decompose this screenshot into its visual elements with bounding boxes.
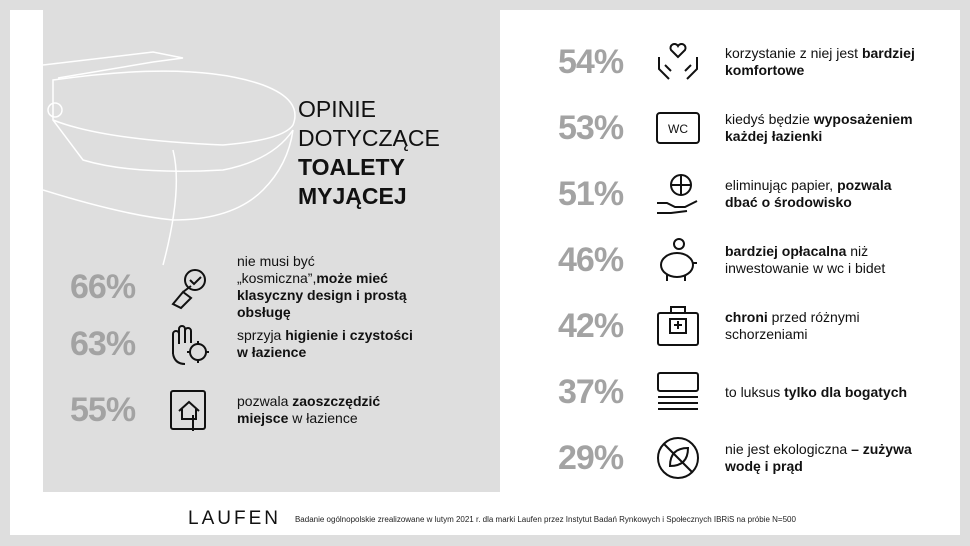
stat-text-regular: przed różnymi schorzeniami [725, 309, 860, 342]
stat-text-bold: bardziej opłacalna [725, 243, 847, 259]
stat-percent: 37% [558, 372, 624, 411]
stat-text: bardziej opłacalna niż inwestowanie w wc… [725, 243, 915, 277]
stat-percent: 54% [558, 42, 624, 81]
stat-item: 37% to luksus tylko dla bogatych [558, 367, 915, 417]
stat-item: 53% WC kiedyś będzie wyposażeniem każdej ł… [558, 103, 915, 153]
stat-text: eliminując papier, pozwala dbać o środow… [725, 177, 915, 211]
money-stack-icon [653, 367, 703, 417]
left-panel [43, 10, 500, 492]
stat-text-bold: bardziej komfortowe [725, 45, 915, 78]
hands-heart-icon [653, 37, 703, 87]
stat-text: kiedyś będzie wyposażeniem każdej łazien… [725, 111, 915, 145]
stat-percent: 46% [558, 240, 624, 279]
stat-text-bold: zaoszczędzić miejsce [237, 393, 381, 426]
stat-text-regular: niż inwestowanie w wc i bidet [725, 243, 886, 276]
infographic-card: OPINIE DOTYCZĄCE TOALETY MYJĄCEJ 66% nie … [10, 10, 960, 535]
hand-check-icon [165, 262, 215, 312]
no-leaf-icon [653, 433, 703, 483]
stat-text-regular: pozwala [237, 393, 293, 409]
stat-percent: 29% [558, 438, 624, 477]
stat-text-regular: korzystanie z niej jest [725, 45, 862, 61]
stat-text-regular: kiedyś będzie [725, 111, 814, 127]
stat-item: 29% nie jest ekologiczna – zużywa wodę i … [558, 433, 915, 483]
title-line: TOALETY [298, 154, 405, 180]
stat-text-regular: sprzyja [237, 327, 286, 343]
stat-text-regular: w łazience [288, 410, 358, 426]
stat-text-bold: – zużywa wodę i prąd [725, 441, 912, 474]
survey-note: Badanie ogólnopolskie zrealizowane w lut… [294, 514, 796, 524]
title-line: OPINIE [298, 96, 376, 122]
title-line: DOTYCZĄCE [298, 125, 440, 151]
stat-percent: 51% [558, 174, 624, 213]
stat-item: 66% nie musi być „kosmiczna”,może mieć kl… [70, 253, 417, 321]
footer: LAUFEN Badanie ogólnopolskie zrealizowan… [188, 508, 796, 530]
stat-item: 46% bardziej opłacalna niż inwestowanie w… [558, 235, 915, 285]
stat-text: sprzyja higienie i czystości w łazience [237, 327, 417, 361]
stat-text-regular: nie jest ekologiczna [725, 441, 852, 457]
tablet-home-icon [165, 385, 215, 435]
stat-text: korzystanie z niej jest bardziej komfort… [725, 45, 915, 79]
stat-text-bold: higienie i czystości w łazience [237, 327, 413, 360]
stat-text-bold: pozwala dbać o środowisko [725, 177, 892, 210]
stat-item: 42% chroni przed różnymi schorzeniami [558, 301, 915, 351]
hand-globe-icon [653, 169, 703, 219]
stat-percent: 66% [70, 267, 136, 306]
stat-text: chroni przed różnymi schorzeniami [725, 309, 915, 343]
wc-sign-icon: WC [653, 103, 703, 153]
stat-text-bold: chroni [725, 309, 768, 325]
title-line: MYJĄCEJ [298, 183, 407, 209]
stat-text: nie jest ekologiczna – zużywa wodę i prą… [725, 441, 915, 475]
first-aid-kit-icon [653, 301, 703, 351]
stat-text: pozwala zaoszczędzić miejsce w łazience [237, 393, 417, 427]
stat-text-regular: eliminując papier, [725, 177, 838, 193]
stat-percent: 42% [558, 306, 624, 345]
svg-text:WC: WC [668, 122, 688, 136]
stat-text-bold: może mieć klasyczny design i prostą obsł… [237, 270, 407, 320]
hand-virus-icon [165, 319, 215, 369]
stat-text-bold: wyposażeniem każdej łazienki [725, 111, 913, 144]
stat-percent: 63% [70, 324, 136, 363]
stat-item: 63% sprzyja higienie i czystości w łazien… [70, 319, 417, 369]
toilet-illustration-icon [43, 51, 296, 266]
piggy-bank-icon [653, 235, 703, 285]
stat-percent: 55% [70, 390, 136, 429]
stat-item: 51% eliminując papier, pozwala dbać o śro… [558, 169, 915, 219]
stat-percent: 53% [558, 108, 624, 147]
stat-text-regular: to luksus [725, 383, 785, 400]
stat-item: 55% pozwala zaoszczędzić miejsce w łazien… [70, 385, 417, 435]
page-title: OPINIE DOTYCZĄCE TOALETY MYJĄCEJ [298, 95, 440, 211]
stat-text-regular: nie musi być „kosmiczna”, [237, 253, 317, 286]
stat-text: nie musi być „kosmiczna”,może mieć klasy… [237, 253, 417, 321]
stat-text: to luksus tylko dla bogatych [725, 384, 915, 401]
laufen-logo: LAUFEN [188, 508, 281, 529]
stat-item: 54% korzystanie z niej jest bardziej komf… [558, 37, 915, 87]
stat-text-bold: tylko dla bogatych [784, 383, 908, 400]
